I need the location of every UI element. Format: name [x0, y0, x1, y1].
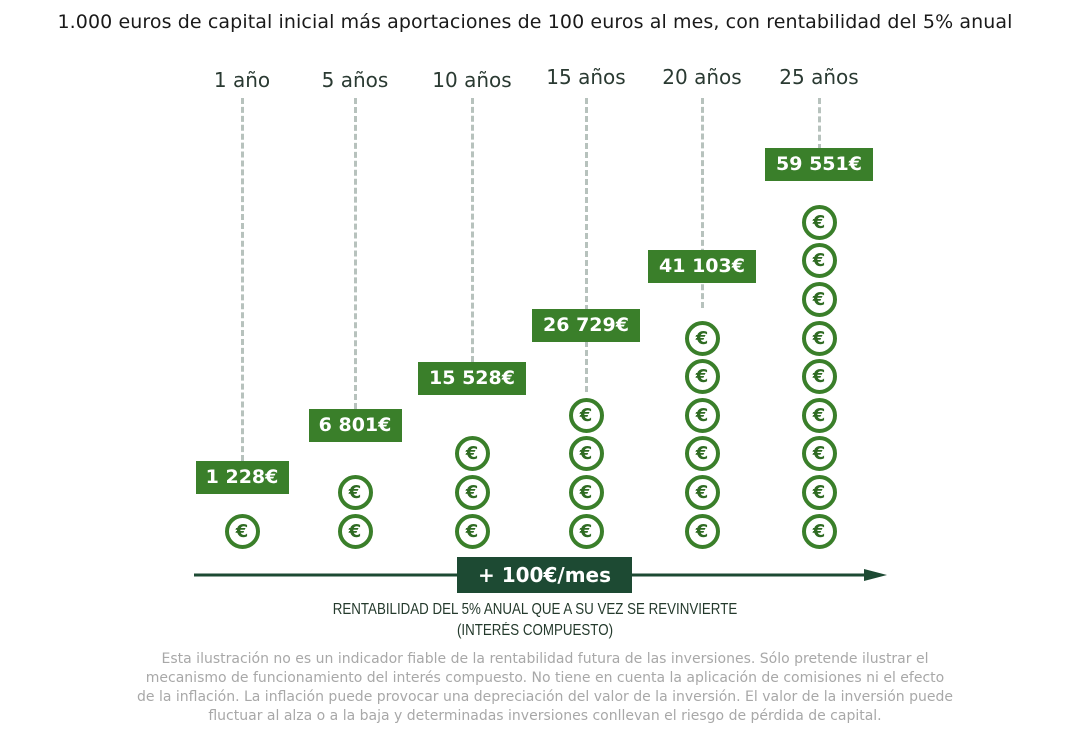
axis-arrowhead-icon: [864, 569, 887, 581]
monthly-contribution-badge: + 100€/mes: [457, 557, 632, 593]
euro-coin-icon: €: [801, 436, 837, 472]
euro-coin-icon: €: [684, 474, 720, 510]
dashed-guide-line: [585, 98, 588, 392]
dashed-guide-line: [701, 98, 704, 308]
value-label: 6 801€: [308, 409, 402, 442]
euro-coin-icon: €: [337, 474, 373, 510]
euro-coin-icon: €: [224, 513, 260, 549]
value-label: 1 228€: [195, 461, 289, 494]
value-label: 41 103€: [648, 250, 756, 283]
euro-coin-icon: €: [454, 513, 490, 549]
diagram-title: 1.000 euros de capital inicial más aport…: [57, 11, 1013, 33]
value-label: 59 551€: [765, 148, 873, 181]
caption-line-2: (INTERÉS COMPUESTO): [456, 622, 614, 639]
euro-coin-icon: €: [684, 320, 720, 356]
euro-coin-icon: €: [801, 320, 837, 356]
dashed-guide-line: [354, 98, 357, 409]
euro-coin-icon: €: [801, 204, 837, 240]
euro-coin-icon: €: [684, 397, 720, 433]
euro-coin-icon: €: [684, 513, 720, 549]
euro-coin-icon: €: [801, 513, 837, 549]
euro-coin-icon: €: [801, 474, 837, 510]
euro-coin-icon: €: [801, 359, 837, 395]
euro-coin-icon: €: [801, 243, 837, 279]
year-label: 1 año: [213, 68, 271, 92]
year-label: 10 años: [432, 68, 512, 92]
caption-line-1: RENTABILIDAD DEL 5% ANUAL QUE A SU VEZ S…: [332, 601, 738, 618]
euro-coin-icon: €: [568, 474, 604, 510]
euro-coin-icon: €: [801, 397, 837, 433]
euro-coin-icon: €: [801, 281, 837, 317]
euro-coin-icon: €: [568, 513, 604, 549]
value-label: 26 729€: [532, 309, 640, 342]
disclaimer-text: Esta ilustración no es un indicador fiab…: [137, 651, 953, 724]
euro-coin-icon: €: [454, 474, 490, 510]
year-label: 5 años: [321, 68, 389, 92]
dashed-guide-line: [818, 98, 821, 150]
year-label: 15 años: [546, 65, 626, 89]
euro-coin-icon: €: [684, 359, 720, 395]
dashed-guide-line: [241, 98, 244, 461]
euro-coin-icon: €: [684, 436, 720, 472]
euro-coin-icon: €: [568, 397, 604, 433]
euro-coin-icon: €: [337, 513, 373, 549]
euro-coin-icon: €: [568, 436, 604, 472]
euro-coin-icon: €: [454, 436, 490, 472]
value-label: 15 528€: [418, 362, 526, 395]
year-label: 20 años: [662, 65, 742, 89]
year-label: 25 años: [779, 65, 859, 89]
dashed-guide-line: [471, 98, 474, 362]
